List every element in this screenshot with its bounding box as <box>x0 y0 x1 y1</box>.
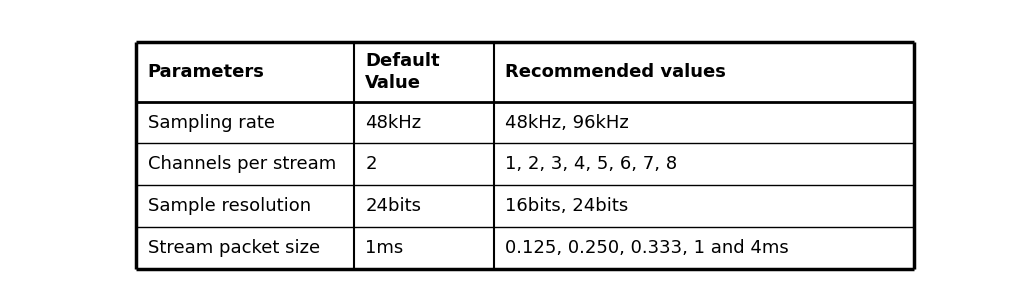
Text: 1, 2, 3, 4, 5, 6, 7, 8: 1, 2, 3, 4, 5, 6, 7, 8 <box>506 155 678 173</box>
Text: 48kHz, 96kHz: 48kHz, 96kHz <box>506 114 629 132</box>
Text: Recommended values: Recommended values <box>506 63 726 81</box>
Text: 1ms: 1ms <box>366 239 403 257</box>
Text: Sampling rate: Sampling rate <box>147 114 274 132</box>
Text: Channels per stream: Channels per stream <box>147 155 336 173</box>
Text: 2: 2 <box>366 155 377 173</box>
Text: Default
Value: Default Value <box>366 52 440 92</box>
Text: Sample resolution: Sample resolution <box>147 197 310 215</box>
Text: 16bits, 24bits: 16bits, 24bits <box>506 197 629 215</box>
Text: 24bits: 24bits <box>366 197 421 215</box>
Text: 0.125, 0.250, 0.333, 1 and 4ms: 0.125, 0.250, 0.333, 1 and 4ms <box>506 239 790 257</box>
Text: Stream packet size: Stream packet size <box>147 239 319 257</box>
Text: Parameters: Parameters <box>147 63 264 81</box>
Text: 48kHz: 48kHz <box>366 114 422 132</box>
